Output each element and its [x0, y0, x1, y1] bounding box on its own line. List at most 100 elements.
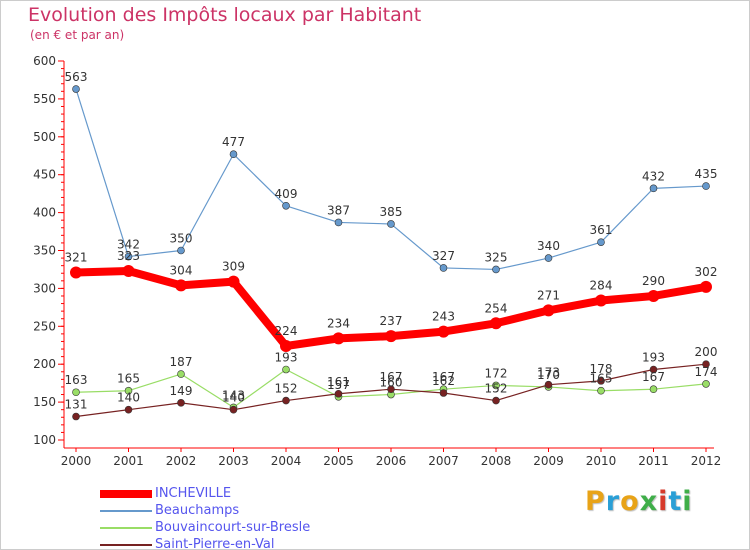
data-point [597, 377, 605, 385]
legend-label: Beauchamps [155, 503, 240, 518]
data-label: 309 [222, 260, 245, 274]
data-label: 387 [327, 203, 350, 217]
data-point [282, 201, 290, 210]
data-label: 304 [170, 263, 193, 277]
legend-label: Bouvaincourt-sur-Bresle [155, 520, 311, 535]
data-point [72, 388, 80, 397]
data-point [597, 386, 605, 395]
y-tick-label: 100 [33, 433, 56, 447]
x-tick-label: 2008 [481, 454, 512, 468]
data-point [595, 294, 607, 307]
data-point [72, 85, 80, 93]
data-point [702, 360, 710, 369]
x-tick-label: 2009 [533, 454, 564, 468]
data-label: 435 [695, 167, 718, 181]
data-label: 342 [117, 238, 140, 252]
data-point [439, 389, 448, 397]
legend-item-saint-pierre: Saint-Pierre-en-Val [100, 537, 420, 550]
data-point [124, 405, 133, 414]
y-tick-label: 550 [33, 92, 56, 106]
legend: INCHEVILLE Beauchamps Bouvaincourt-sur-B… [100, 486, 420, 550]
data-label: 254 [485, 301, 508, 315]
data-label: 143 [222, 388, 245, 402]
data-label: 167 [380, 370, 403, 384]
y-tick-label: 600 [33, 54, 56, 68]
data-label: 131 [65, 398, 88, 412]
data-point [122, 264, 135, 277]
data-label: 327 [432, 249, 455, 263]
data-point [544, 254, 553, 262]
data-label: 140 [117, 391, 140, 405]
data-label: 187 [170, 355, 193, 369]
data-label: 173 [537, 366, 560, 380]
data-label: 165 [117, 372, 140, 386]
data-label: 243 [432, 310, 455, 324]
x-tick-label: 2000 [61, 454, 92, 468]
data-label: 563 [65, 70, 88, 84]
x-tick-label: 2001 [113, 454, 144, 468]
data-point [544, 380, 553, 389]
data-point [280, 340, 292, 353]
legend-swatch [100, 510, 152, 512]
data-point [124, 252, 133, 261]
data-point [542, 304, 555, 317]
legend-item-beauchamps: Beauchamps [100, 503, 420, 520]
legend-item-bouvaincourt: Bouvaincourt-sur-Bresle [100, 520, 420, 537]
y-tick-label: 400 [33, 206, 56, 220]
data-point [385, 330, 397, 343]
data-label: 174 [695, 365, 718, 379]
data-point [649, 385, 658, 394]
x-tick-label: 2006 [376, 454, 407, 468]
data-label: 165 [590, 372, 613, 386]
data-point [702, 380, 710, 388]
data-label: 167 [432, 370, 455, 384]
data-label: 167 [642, 370, 665, 384]
data-point [70, 266, 82, 279]
data-label: 163 [65, 373, 88, 387]
data-point [229, 405, 238, 414]
y-tick-label: 450 [33, 168, 56, 182]
data-label: 193 [275, 351, 298, 365]
legend-swatch [100, 490, 152, 498]
data-label: 162 [432, 374, 455, 388]
data-point [282, 396, 290, 405]
data-label: 350 [170, 232, 193, 246]
data-point [492, 396, 500, 405]
data-point [175, 279, 187, 292]
data-point [490, 317, 502, 330]
data-point [177, 246, 185, 255]
x-tick-label: 2012 [691, 454, 722, 468]
data-label: 477 [222, 135, 245, 149]
data-label: 152 [485, 382, 508, 396]
x-tick-label: 2002 [166, 454, 197, 468]
data-point [177, 399, 185, 407]
data-point [702, 182, 710, 190]
data-label: 271 [537, 288, 560, 302]
data-point [647, 289, 660, 302]
data-label: 193 [642, 351, 665, 365]
y-tick-label: 350 [33, 244, 56, 258]
legend-label: INCHEVILLE [155, 486, 232, 501]
data-label: 140 [222, 391, 245, 405]
legend-label: Saint-Pierre-en-Val [155, 537, 275, 550]
data-label: 409 [275, 187, 298, 201]
data-point [492, 381, 500, 390]
data-label: 170 [537, 368, 560, 382]
data-label: 361 [590, 223, 613, 237]
y-tick-label: 150 [33, 395, 56, 409]
data-label: 157 [327, 378, 350, 392]
data-point [387, 220, 395, 228]
data-label: 200 [695, 345, 718, 359]
data-label: 224 [275, 324, 298, 338]
x-tick-label: 2004 [271, 454, 302, 468]
chart-subtitle: (en € et par an) [30, 28, 125, 42]
data-label: 340 [537, 239, 560, 253]
data-label: 284 [590, 279, 613, 293]
data-label: 152 [275, 382, 298, 396]
data-point [282, 365, 290, 374]
data-point [124, 386, 133, 395]
legend-swatch [100, 527, 152, 529]
legend-item-incheville: INCHEVILLE [100, 486, 420, 503]
